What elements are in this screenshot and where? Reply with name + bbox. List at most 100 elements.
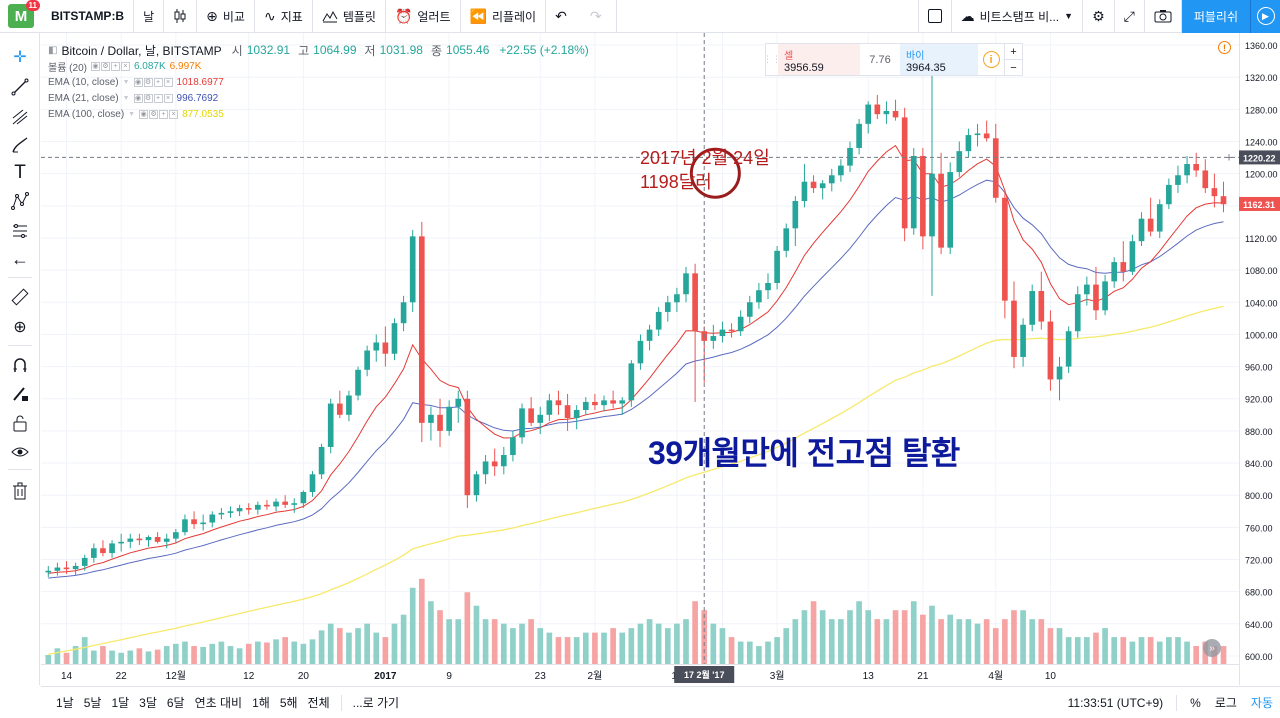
play-button[interactable]: ▶	[1250, 0, 1280, 33]
low-value: 1031.98	[379, 43, 423, 57]
prediction-tool[interactable]	[8, 219, 32, 243]
price-chart[interactable]: +	[41, 33, 1239, 685]
crosshair-tool[interactable]: ✛	[8, 45, 32, 69]
quantity-stepper[interactable]: + −	[1004, 44, 1022, 75]
ema-21-path	[48, 179, 1224, 579]
undo-button[interactable]: ↶	[546, 0, 581, 33]
candle	[1211, 188, 1218, 197]
publish-button[interactable]: 퍼블리쉬	[1181, 0, 1250, 33]
crosshair-plus-icon: +	[1225, 149, 1233, 164]
indicator-ema10[interactable]: EMA (10, close) ▼ ◉ ⚙ + × 1018.6977	[48, 75, 224, 89]
range-button[interactable]: 5날	[83, 696, 102, 710]
layout-button[interactable]	[917, 0, 952, 33]
candle	[109, 543, 115, 554]
indicator-buttons[interactable]: ◉ ⚙ + ×	[133, 77, 173, 87]
scroll-to-realtime-button[interactable]: »	[1203, 639, 1221, 657]
indicator-buttons[interactable]: ◉ ⚙ + ×	[133, 93, 173, 103]
interval-button[interactable]: 날	[134, 0, 165, 33]
measure-tool[interactable]	[8, 285, 32, 309]
candle	[273, 501, 279, 507]
volume-bar	[309, 639, 316, 664]
sell-button[interactable]: 셀 3956.59	[778, 44, 860, 75]
settings-button[interactable]: ⚙	[1083, 0, 1115, 33]
range-button[interactable]: 1해	[252, 696, 270, 710]
brush-tool[interactable]	[8, 133, 32, 157]
alert-indicator-icon[interactable]: !	[1218, 41, 1231, 54]
candle	[1166, 184, 1172, 205]
price-scale[interactable]	[1239, 33, 1280, 685]
candle-style-icon	[174, 9, 186, 23]
tool-divider	[8, 345, 32, 346]
candle	[227, 511, 234, 513]
indicator-ema100[interactable]: EMA (100, close) ▼ ◉ ⚙ + × 877.0535	[48, 107, 224, 121]
delete-tool[interactable]	[8, 479, 32, 503]
candle	[391, 323, 398, 354]
chart-style-button[interactable]	[164, 0, 198, 33]
range-button[interactable]: 1날	[56, 696, 74, 710]
trendline-tool[interactable]	[8, 75, 32, 99]
lock-tool[interactable]	[8, 411, 32, 435]
log-toggle[interactable]: 로그	[1214, 696, 1237, 710]
indicator-ema21[interactable]: EMA (21, close) ▼ ◉ ⚙ + × 996.7692	[48, 91, 218, 105]
indicator-buttons[interactable]: ◉ ⚙ + ×	[90, 61, 130, 71]
time-scale[interactable]	[41, 664, 1239, 685]
price-tick-label: 960.00	[1245, 363, 1273, 373]
magnet-tool[interactable]	[8, 353, 32, 377]
range-button[interactable]: 1달	[111, 696, 130, 710]
symbol-search-button[interactable]: BITSTAMP:B	[42, 0, 135, 33]
indicators-button[interactable]: ∿ 지표	[255, 0, 313, 33]
candle	[1011, 300, 1017, 357]
volume-bar	[1147, 637, 1154, 664]
volume-bar	[546, 632, 553, 664]
volume-bar	[72, 646, 79, 664]
pitchfork-tool[interactable]	[8, 105, 32, 129]
replay-button[interactable]: ⏪ 리플레이	[461, 0, 547, 33]
range-button[interactable]: 3달	[139, 696, 157, 710]
redo-button[interactable]: ↷	[581, 0, 617, 33]
high-value: 1064.99	[313, 43, 357, 57]
candle	[592, 401, 598, 406]
exchange-dropdown[interactable]: ☁ 비트스탬프 비... ▼	[952, 0, 1084, 33]
alert-button[interactable]: ⏰ 얼러트	[386, 0, 461, 33]
pattern-tool[interactable]	[8, 189, 32, 213]
buy-button[interactable]: 바이 3964.35	[900, 44, 978, 75]
range-button[interactable]: 연초 대비	[194, 696, 243, 710]
collapse-icon[interactable]: ◧	[48, 44, 58, 56]
clock-time[interactable]: 11:33:51 (UTC+9)	[1067, 695, 1164, 710]
indicator-volume[interactable]: 볼륨 (20) ◉ ⚙ + × 6.087K 6.997K	[48, 59, 201, 74]
candle	[1029, 291, 1036, 325]
volume-bar	[956, 619, 963, 664]
range-button[interactable]: 5해	[279, 696, 298, 710]
plus-button[interactable]: +	[1010, 45, 1017, 58]
drag-handle-icon[interactable]: ⋮⋮	[763, 54, 781, 64]
percent-toggle[interactable]: %	[1190, 695, 1201, 710]
volume-bar	[1220, 646, 1227, 664]
candle	[54, 567, 61, 571]
volume-bar	[282, 637, 288, 664]
back-tool[interactable]: ←	[8, 247, 32, 271]
minus-button[interactable]: −	[1005, 59, 1022, 75]
crosshair-icon: ✛	[13, 49, 27, 66]
wave-icon: ∿	[263, 7, 276, 24]
snapshot-button[interactable]	[1145, 0, 1182, 33]
fullscreen-button[interactable]: ⤢	[1115, 0, 1145, 33]
range-button[interactable]: 전체	[307, 696, 330, 710]
info-button[interactable]: i	[978, 44, 1004, 75]
volume-bar	[391, 623, 398, 664]
range-button[interactable]: 6달	[166, 696, 185, 710]
candle	[1202, 170, 1209, 189]
goto-date-button[interactable]: ...로 가기	[352, 696, 400, 710]
prediction-icon	[13, 224, 27, 238]
stay-drawing-tool[interactable]	[8, 382, 32, 406]
zoom-tool[interactable]: ⊕	[8, 315, 32, 339]
text-tool[interactable]: T	[8, 161, 32, 185]
candle	[418, 236, 425, 423]
volume-bar	[1084, 637, 1090, 664]
auto-scale-toggle[interactable]: 자동	[1250, 696, 1273, 710]
app-logo[interactable]: M 11	[8, 0, 40, 28]
compare-button[interactable]: ⊕ 비교	[197, 0, 255, 33]
visibility-tool[interactable]	[8, 440, 32, 464]
templates-button[interactable]: 템플릿	[313, 0, 386, 33]
indicator-buttons[interactable]: ◉ ⚙ + ×	[139, 109, 179, 119]
volume-bar	[1166, 637, 1172, 664]
